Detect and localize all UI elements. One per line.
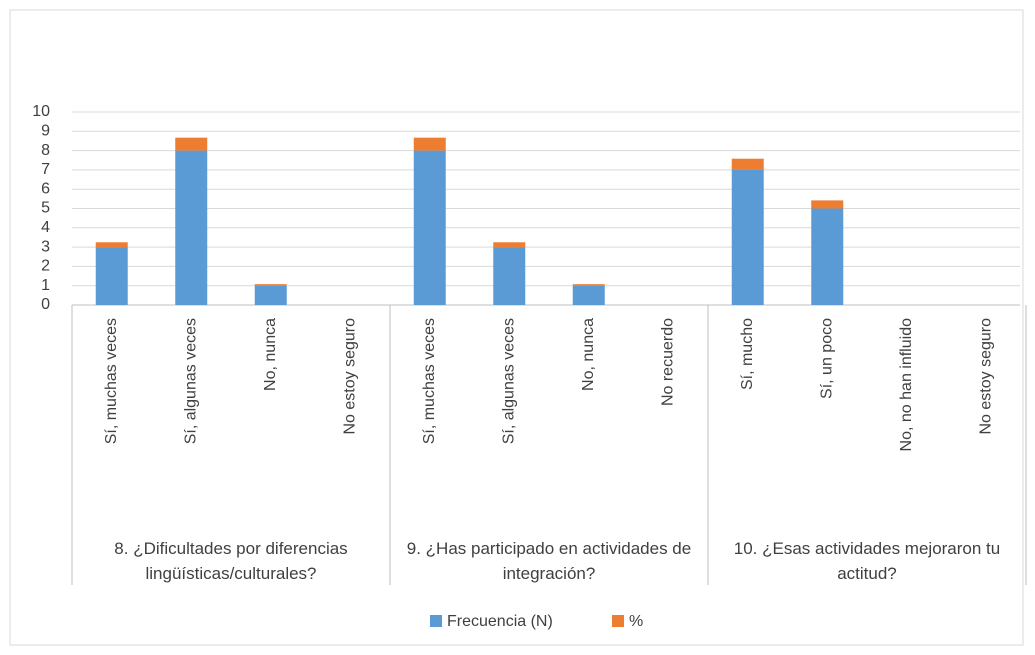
y-tick-label: 5 [41,200,50,217]
x-tick-label: Sí, algunas veces [500,318,517,444]
x-tick-label: No, nunca [580,318,597,391]
bar-segment [254,284,287,286]
chart-border [9,9,1024,646]
bar-segment [413,137,446,151]
legend-swatch [612,615,624,627]
bar-segment [413,150,446,305]
group-label: 9. ¿Has participado en actividades de in… [406,539,692,583]
bar-segment [572,285,605,305]
bar-segment [731,169,764,305]
bar-segment [95,242,128,248]
y-tick-label: 2 [41,258,50,275]
x-tick-label: Sí, muchas veces [421,318,438,444]
x-tick-label: No recuerdo [659,318,676,406]
y-tick-label: 1 [41,277,50,294]
y-tick-label: 6 [41,180,50,197]
legend-swatch [430,615,442,627]
y-tick-label: 0 [41,296,50,313]
bar-segment [175,137,208,151]
y-tick-label: 3 [41,238,50,255]
x-tick-label: Sí, un poco [818,318,835,399]
y-tick-label: 4 [41,219,50,236]
y-tick-label: 10 [32,103,50,120]
group-label: 10. ¿Esas actividades mejoraron tu actit… [733,539,1001,583]
x-tick-label: No estoy seguro [977,318,994,435]
x-tick-label: No estoy seguro [341,318,358,435]
x-tick-label: Sí, mucho [739,318,756,390]
y-tick-label: 8 [41,142,50,159]
x-tick-label: No, nunca [262,318,279,391]
bar-segment [811,208,844,305]
legend-label: Frecuencia (N) [447,613,553,630]
group-label: 8. ¿Dificultades por diferencias lingüís… [114,539,348,583]
bar-segment [95,247,128,305]
bar-segment [493,242,526,248]
bar-segment [254,285,287,305]
legend-label: % [629,613,643,630]
y-tick-label: 9 [41,123,50,140]
y-tick-label: 7 [41,161,50,178]
x-tick-label: No, no han influido [898,318,915,452]
bar-segment [493,247,526,305]
bar-segment [731,158,764,170]
bar-segment [175,150,208,305]
bar-segment [811,200,844,209]
x-tick-label: Sí, algunas veces [182,318,199,444]
x-tick-label: Sí, muchas veces [103,318,120,444]
bar-segment [572,284,605,286]
